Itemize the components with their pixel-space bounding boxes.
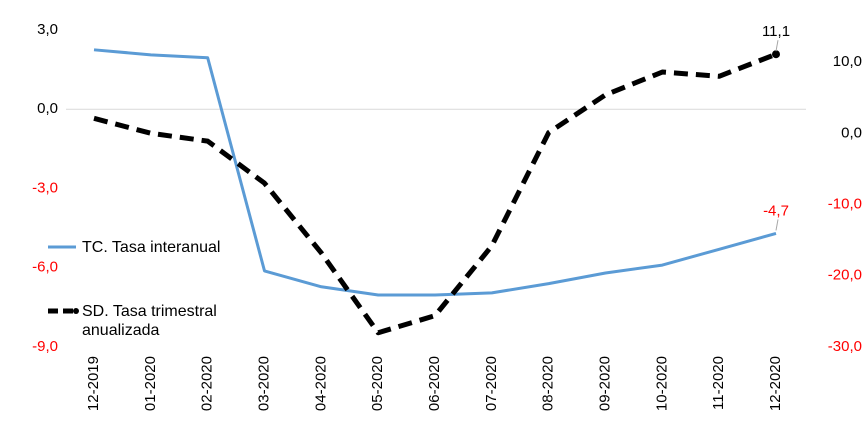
x-tick-label: 03-2020 — [255, 356, 272, 411]
y-tick-label: -6,0 — [32, 259, 58, 276]
series-line — [93, 48, 777, 297]
series-line — [93, 51, 777, 336]
y2-tick-label: -30,0 — [828, 338, 862, 355]
label-leader — [775, 40, 779, 52]
x-tick-label: 08-2020 — [540, 356, 557, 411]
y-tick-label: -9,0 — [32, 338, 58, 355]
y-tick-label: 0,0 — [37, 100, 58, 117]
x-tick-label: 04-2020 — [312, 356, 329, 411]
x-tick-label: 12-2020 — [767, 356, 784, 411]
legend-label: SD. Tasa trimestral anualizada — [82, 303, 217, 339]
end-marker — [772, 50, 780, 59]
legend-label: TC. Tasa interanual — [82, 239, 221, 256]
data-label: 11,1 — [762, 23, 790, 40]
y-tick-label: 3,0 — [37, 21, 58, 38]
x-tick-label: 10-2020 — [653, 356, 670, 411]
label-leader — [775, 219, 779, 231]
x-tick-label: 11-2020 — [710, 356, 727, 410]
x-tick-label: 06-2020 — [426, 356, 443, 411]
y2-tick-label: -20,0 — [828, 267, 862, 284]
y-tick-label: -3,0 — [32, 179, 58, 196]
y2-tick-label: 10,0 — [833, 53, 862, 70]
x-tick-label: 12-2019 — [85, 356, 102, 411]
x-tick-label: 05-2020 — [369, 356, 386, 411]
x-tick-label: 01-2020 — [142, 356, 159, 411]
x-tick-label: 07-2020 — [483, 356, 500, 411]
y2-tick-label: -10,0 — [828, 195, 862, 212]
x-tick-label: 09-2020 — [596, 356, 613, 411]
y2-tick-label: 0,0 — [841, 124, 862, 141]
x-tick-label: 02-2020 — [199, 356, 216, 411]
data-label: -4,7 — [763, 202, 789, 219]
legend-marker — [73, 308, 79, 314]
